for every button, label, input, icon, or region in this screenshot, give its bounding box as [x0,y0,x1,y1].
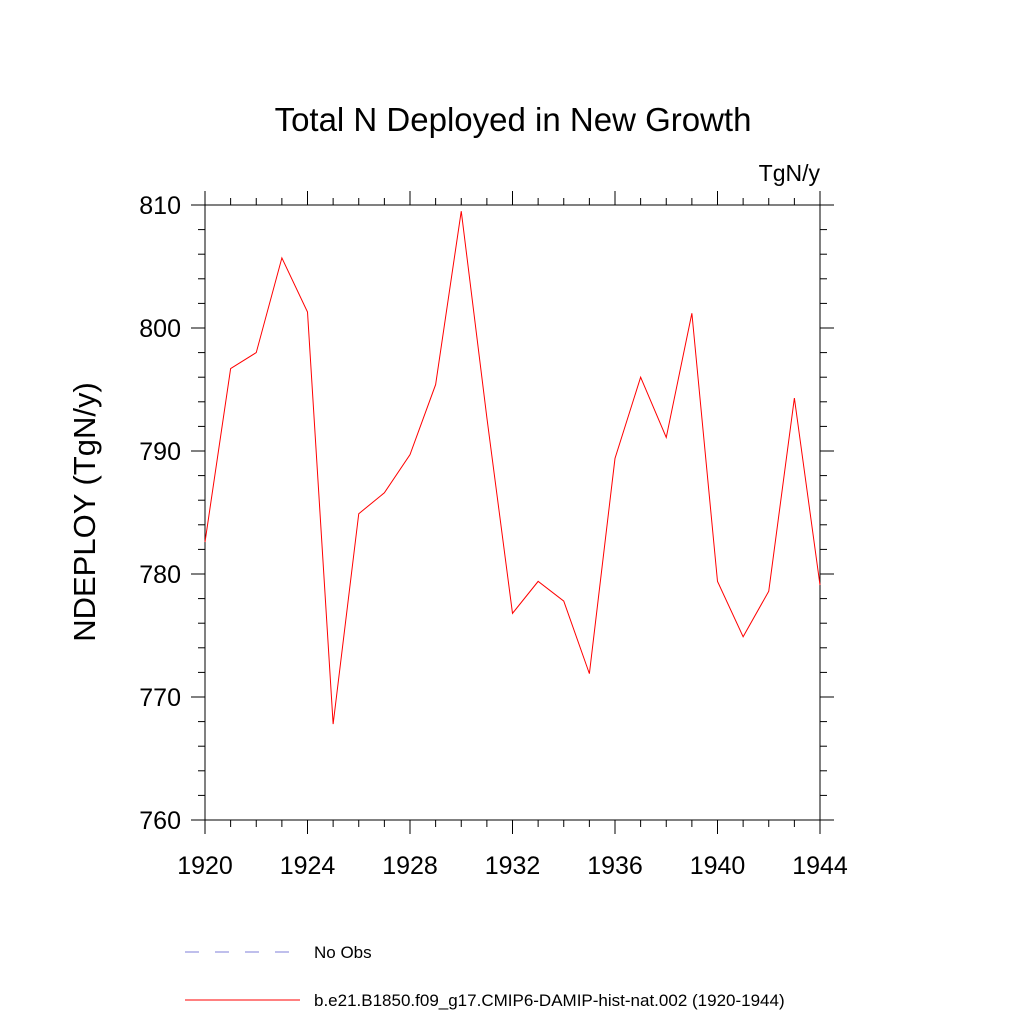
series-line [204,211,821,725]
y-tick-label: 800 [139,315,181,343]
axis-ticks [191,191,834,834]
legend: No Obs b.e21.B1850.f09_g17.CMIP6-DAMIP-hi… [185,943,785,1010]
y-tick-label: 780 [139,561,181,589]
y-tick-label: 790 [139,438,181,466]
legend-label: b.e21.B1850.f09_g17.CMIP6-DAMIP-hist-nat… [314,991,785,1010]
y-axis-label: NDEPLOY (TgN/y) [67,382,102,642]
x-tick-label: 1944 [792,852,848,880]
x-tick-label: 1928 [382,852,438,880]
legend-label: No Obs [314,943,372,962]
x-tick-label: 1924 [280,852,336,880]
x-tick-label: 1932 [485,852,541,880]
y-tick-label: 760 [139,807,181,835]
y-tick-label: 810 [139,192,181,220]
tick-labels: 1920 1924 1928 1932 1936 1940 1944 760 770 780 790… [139,192,848,880]
series-layer [204,211,821,725]
chart-title: Total N Deployed in New Growth [275,101,752,138]
x-tick-label: 1920 [177,852,233,880]
y-tick-label: 770 [139,684,181,712]
plot-frame [204,204,821,821]
units-label: TgN/y [759,160,821,186]
x-tick-label: 1940 [690,852,746,880]
x-tick-label: 1936 [587,852,643,880]
